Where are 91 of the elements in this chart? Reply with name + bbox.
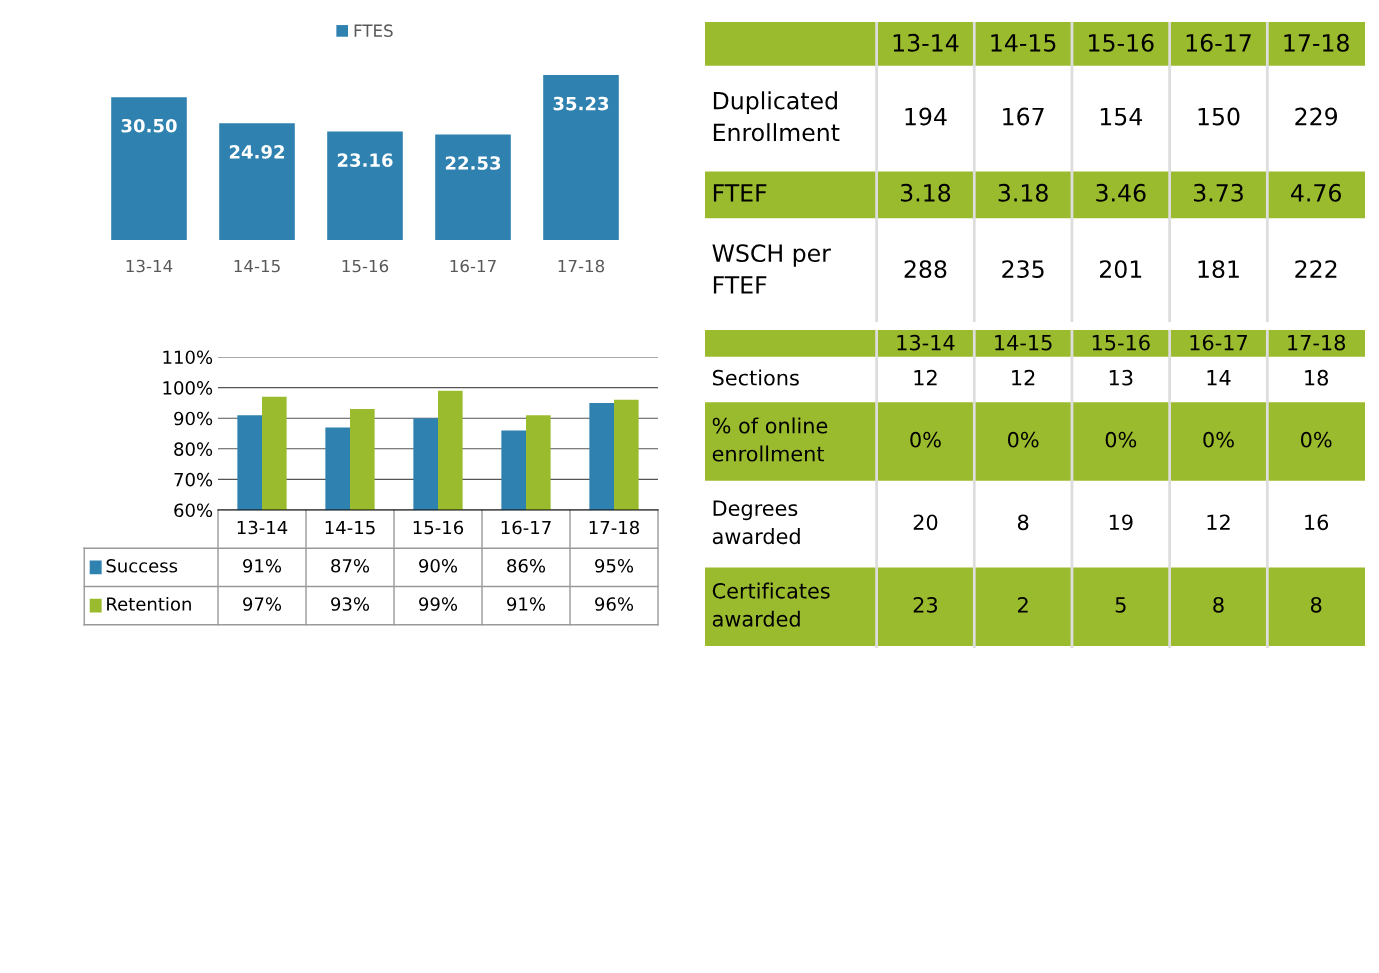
- text: 0%: [1203, 431, 1234, 448]
- text: 235: [1002, 260, 1044, 278]
- x-tick-label: 17-18: [589, 520, 639, 535]
- category-label: 17-18: [1288, 334, 1345, 351]
- text: 4.76: [1291, 183, 1341, 202]
- data-label: 87%: [331, 558, 370, 573]
- x-tick-label: 15-16: [413, 520, 464, 535]
- bar: [435, 134, 511, 240]
- x-tick-label: 17-18: [558, 259, 605, 273]
- text: 12: [914, 369, 937, 386]
- category-label: 14-15: [995, 335, 1052, 351]
- y-tick-label: 80%: [174, 442, 213, 456]
- text: 3.73: [1193, 183, 1243, 202]
- data-label: 35.23: [553, 96, 609, 111]
- text: 23: [913, 596, 938, 613]
- data-label: 91%: [243, 558, 282, 573]
- text: 5: [1115, 597, 1126, 613]
- x-tick-label: 16-17: [450, 259, 496, 273]
- text: 8: [1017, 514, 1029, 531]
- text: 18: [1305, 369, 1328, 386]
- text: 181: [1198, 260, 1239, 278]
- data-label: 95%: [595, 558, 634, 573]
- data-label: 30.50: [121, 118, 177, 133]
- y-tick-label: 60%: [174, 503, 213, 518]
- text: 14: [1207, 370, 1231, 386]
- category-label: Sections: [712, 369, 799, 386]
- x-tick-label: 15-16: [342, 259, 389, 273]
- legend-label: Retention: [107, 596, 191, 611]
- x-tick-label: 14-15: [325, 520, 375, 535]
- text: 0%: [1007, 431, 1039, 448]
- x-tick-label: 13-14: [237, 520, 288, 535]
- text: 20: [913, 514, 938, 531]
- text: 0%: [1301, 431, 1332, 448]
- data-label: 91%: [507, 597, 546, 611]
- text: 3.18: [900, 183, 951, 202]
- y-tick-label: 110%: [163, 350, 213, 365]
- data-label: 24.92: [229, 145, 284, 159]
- text: 2: [1018, 596, 1028, 613]
- text: 229: [1295, 107, 1338, 126]
- text: 3.18: [998, 183, 1048, 202]
- text: 288: [904, 260, 947, 278]
- category-label: WSCH per FTEF: [712, 244, 831, 294]
- category-label: Duplicated Enrollment: [713, 91, 840, 142]
- category-label: FTEF: [713, 184, 767, 202]
- x-tick-label: 13-14: [126, 259, 173, 273]
- bar: [219, 123, 295, 240]
- text: 12: [1207, 514, 1230, 530]
- data-label: 90%: [419, 558, 458, 573]
- text: 19: [1109, 514, 1133, 531]
- text: 0%: [910, 431, 941, 448]
- data-label: 93%: [331, 597, 370, 611]
- text: 13: [1109, 369, 1133, 386]
- bar: [327, 131, 403, 240]
- data-label: 99%: [419, 597, 458, 611]
- legend-label: FTES: [354, 24, 393, 37]
- text: 201: [1100, 260, 1142, 278]
- data-label: 22.53: [445, 156, 501, 170]
- category-label: Degrees awarded: [712, 500, 800, 545]
- data-label: 86%: [507, 558, 546, 573]
- category-label: 16-17: [1190, 334, 1247, 351]
- text: 222: [1295, 260, 1337, 278]
- bar: [543, 75, 619, 240]
- category-label: 13-14: [897, 334, 955, 351]
- text: 154: [1100, 107, 1143, 126]
- bar: [111, 97, 187, 240]
- x-tick-label: 14-15: [234, 259, 280, 273]
- category-label: 14-15: [991, 34, 1056, 52]
- category-label: 17-18: [1284, 33, 1349, 52]
- category-label: 16-17: [1186, 33, 1251, 52]
- category-label: % of online enrollment: [712, 417, 828, 462]
- legend-label: Success: [106, 558, 178, 573]
- text: 3.46: [1096, 183, 1146, 202]
- category-label: 15-16: [1092, 334, 1150, 351]
- category-label: 13-14: [893, 33, 959, 52]
- y-tick-label: 100%: [163, 381, 213, 395]
- data-label: 23.16: [337, 153, 393, 167]
- text: 12: [1012, 369, 1035, 386]
- text: 150: [1198, 107, 1240, 126]
- y-tick-label: 90%: [174, 411, 213, 426]
- category-label: Certificates awarded: [712, 582, 830, 627]
- text: 0%: [1105, 431, 1137, 448]
- y-tick-label: 70%: [174, 472, 213, 487]
- data-label: 96%: [595, 597, 634, 611]
- text: 8: [1310, 596, 1322, 613]
- category-label: 15-16: [1089, 33, 1154, 52]
- text: 8: [1213, 596, 1224, 613]
- text: 194: [905, 107, 947, 126]
- text: 16: [1305, 514, 1329, 531]
- data-label: 97%: [243, 597, 282, 611]
- x-tick-label: 16-17: [501, 520, 551, 535]
- text: 167: [1003, 107, 1044, 126]
